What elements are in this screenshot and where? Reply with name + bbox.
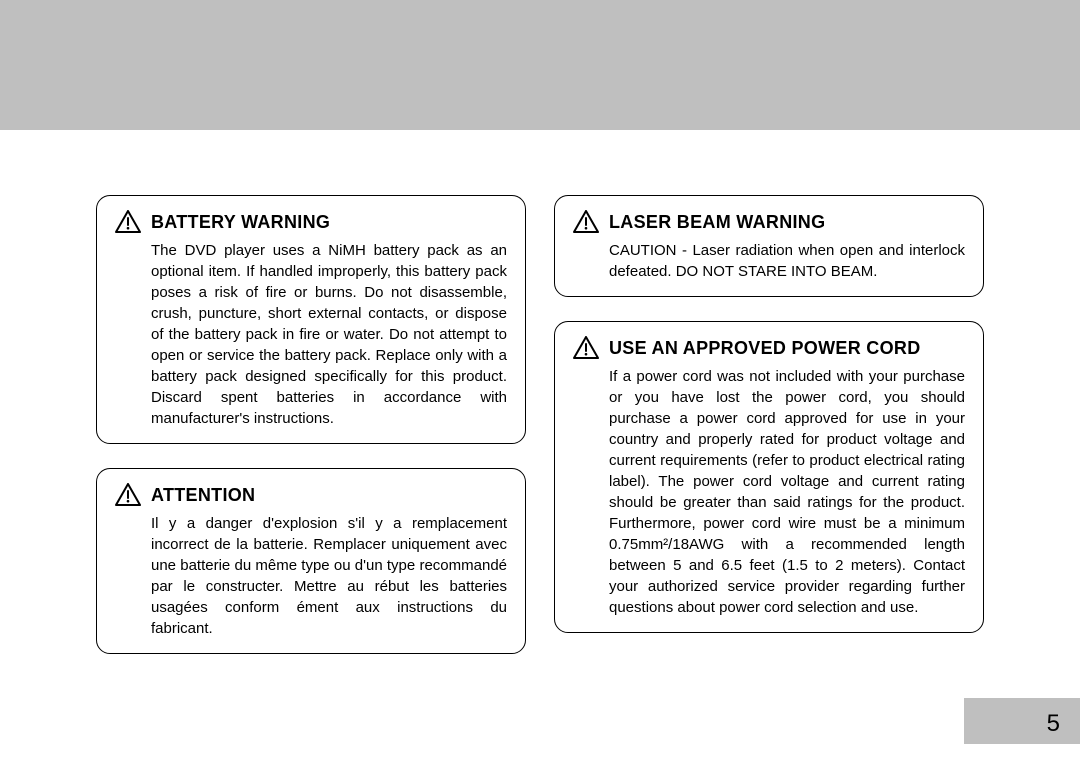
- box-title: BATTERY WARNING: [151, 212, 330, 233]
- power-cord-box: USE AN APPROVED POWER CORD If a power co…: [554, 321, 984, 633]
- battery-warning-box: BATTERY WARNING The DVD player uses a Ni…: [96, 195, 526, 444]
- box-title: ATTENTION: [151, 485, 255, 506]
- page-number: 5: [1047, 710, 1060, 738]
- box-header: BATTERY WARNING: [115, 210, 507, 234]
- box-body: If a power cord was not included with yo…: [573, 366, 965, 618]
- box-body: Il y a danger d'explosion s'il y a rempl…: [115, 513, 507, 639]
- hazard-triangle-icon: [115, 210, 141, 234]
- hazard-triangle-icon: [573, 336, 599, 360]
- left-column: BATTERY WARNING The DVD player uses a Ni…: [96, 195, 526, 654]
- laser-warning-box: LASER BEAM WARNING CAUTION - Laser radia…: [554, 195, 984, 297]
- content-area: BATTERY WARNING The DVD player uses a Ni…: [0, 195, 1080, 654]
- box-body: CAUTION - Laser radiation when open and …: [573, 240, 965, 282]
- page-number-band: [964, 698, 1080, 744]
- box-header: ATTENTION: [115, 483, 507, 507]
- header-band: [0, 0, 1080, 130]
- box-header: LASER BEAM WARNING: [573, 210, 965, 234]
- right-column: LASER BEAM WARNING CAUTION - Laser radia…: [554, 195, 984, 654]
- box-title: LASER BEAM WARNING: [609, 212, 825, 233]
- attention-box: ATTENTION Il y a danger d'explosion s'il…: [96, 468, 526, 654]
- hazard-triangle-icon: [115, 483, 141, 507]
- hazard-triangle-icon: [573, 210, 599, 234]
- box-header: USE AN APPROVED POWER CORD: [573, 336, 965, 360]
- box-body: The DVD player uses a NiMH battery pack …: [115, 240, 507, 429]
- box-title: USE AN APPROVED POWER CORD: [609, 338, 921, 359]
